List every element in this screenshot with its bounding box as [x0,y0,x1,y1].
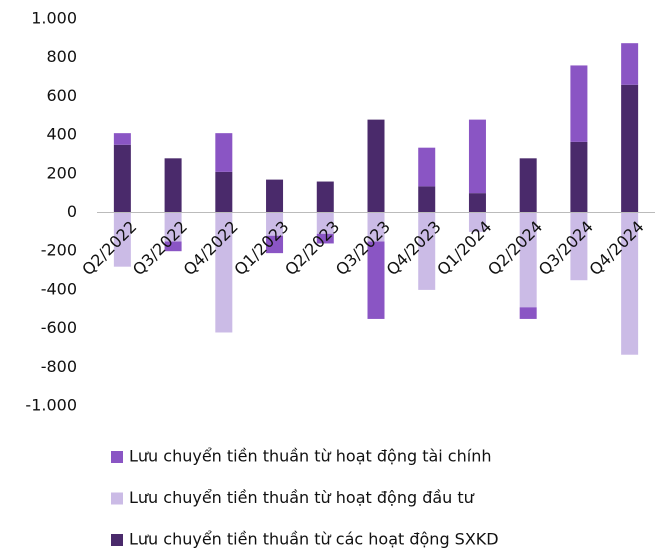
x-tick-label: Q3/2022 [129,217,191,279]
bar [316,181,334,213]
bar [418,212,436,290]
bar [164,212,182,242]
x-tick-label: Q4/2024 [585,217,647,279]
bar [468,212,486,232]
y-tick-label: 200 [46,163,77,182]
bar [367,241,385,319]
y-tick-label: 1.000 [31,9,77,28]
bar [519,307,537,319]
bar [621,212,639,355]
x-tick-label: Q4/2023 [383,217,445,279]
y-tick-label: 0 [67,202,77,221]
y-tick-label: 400 [46,125,77,144]
bar [316,233,334,244]
bar [215,171,233,213]
x-tick-label: Q4/2022 [180,217,242,279]
bar [215,212,233,333]
y-tick-label: -1.000 [25,396,77,415]
bar [164,158,182,213]
bar [418,186,436,213]
bar [266,179,284,213]
legend-label: Lưu chuyển tiền thuần từ hoạt động đầu t… [129,488,475,507]
bar [367,119,385,213]
bar [468,193,486,213]
legend-swatch [111,492,123,505]
bar [621,84,639,213]
bar [113,212,131,267]
x-tick-label: Q3/2023 [332,217,394,279]
bar [570,212,588,281]
y-tick-label: -400 [41,279,77,298]
bar [367,212,385,242]
bar [266,212,284,236]
bar [519,158,537,213]
bar [215,133,233,172]
bar [266,235,284,254]
legend-label: Lưu chuyển tiền thuần từ các hoạt động S… [129,530,499,549]
y-tick-label: -600 [41,318,77,337]
legend-label: Lưu chuyển tiền thuần từ hoạt động tài c… [129,447,491,466]
x-tick-label: Q3/2024 [535,217,597,279]
bar [316,212,334,234]
x-tick-label: Q2/2024 [484,217,546,279]
bar [570,65,588,142]
bar [570,141,588,213]
y-tick-label: -200 [41,241,77,260]
bar [468,119,486,194]
x-tick-label: Q1/2023 [230,217,292,279]
x-tick-label: Q2/2023 [281,217,343,279]
bar [113,133,131,145]
bar [519,212,537,308]
y-tick-label: 800 [46,47,77,66]
legend-swatch [111,451,123,463]
y-tick-label: 600 [46,86,77,105]
bar [164,241,182,252]
bar [113,144,131,213]
x-tick-label: Q2/2022 [78,217,140,279]
x-tick-label: Q1/2024 [433,217,495,279]
legend-swatch [111,534,123,546]
bar [621,43,639,85]
bar [418,147,436,187]
y-tick-label: -800 [41,357,77,376]
